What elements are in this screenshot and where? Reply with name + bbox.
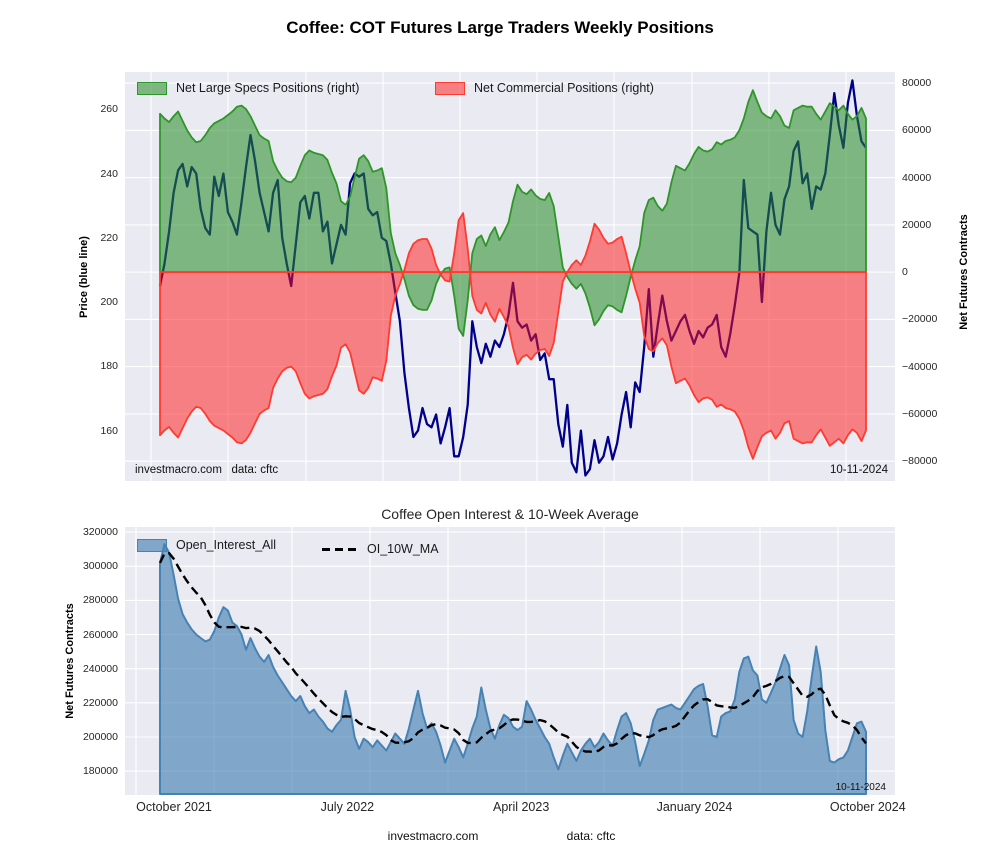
oi-ma-legend-dash <box>322 548 358 551</box>
commercials-legend-swatch <box>435 82 465 95</box>
footer-watermark: investmacro.com <box>388 829 479 843</box>
net-tick-label: −60000 <box>902 408 937 420</box>
price-tick-label: 160 <box>100 425 118 437</box>
oi-tick-label: 300000 <box>83 560 118 572</box>
top-chart <box>125 72 895 481</box>
net-tick-label: 40000 <box>902 172 931 184</box>
footer-source: data: cftc <box>567 829 616 843</box>
report-date-bottom: 10-11-2024 <box>836 782 886 793</box>
price-tick-label: 260 <box>100 103 118 115</box>
report-date-top: 10-11-2024 <box>830 464 888 476</box>
watermark-text: investmacro.com <box>135 464 222 476</box>
oi-tick-label: 320000 <box>83 526 118 538</box>
price-tick-label: 200 <box>100 296 118 308</box>
price-tick-label: 180 <box>100 360 118 372</box>
net-tick-label: 20000 <box>902 219 931 231</box>
bottom-chart-title: Coffee Open Interest & 10-Week Average <box>125 506 895 522</box>
net-tick-label: −20000 <box>902 313 937 325</box>
legend-item-open-interest: Open_Interest_All <box>137 538 276 552</box>
open-interest-legend-label: Open_Interest_All <box>176 538 276 552</box>
date-tick-label: July 2022 <box>321 800 375 814</box>
date-tick-label: October 2021 <box>136 800 212 814</box>
net-tick-label: −40000 <box>902 361 937 373</box>
chart-title: Coffee: COT Futures Large Traders Weekly… <box>0 18 1000 38</box>
net-tick-label: −80000 <box>902 455 937 467</box>
price-axis-label: Price (blue line) <box>78 236 90 318</box>
watermark-top: investmacro.com data: cftc <box>135 464 278 476</box>
oi-tick-label: 180000 <box>83 765 118 777</box>
legend-item-oi-ma: OI_10W_MA <box>322 542 439 556</box>
specs-legend-swatch <box>137 82 167 95</box>
oi-tick-label: 220000 <box>83 697 118 709</box>
net-contracts-axis-label-top: Net Futures Contracts <box>958 214 970 330</box>
bottom-chart <box>125 527 895 795</box>
net-tick-label: 0 <box>902 266 908 278</box>
net-tick-label: 60000 <box>902 124 931 136</box>
legend-item-specs: Net Large Specs Positions (right) <box>137 81 359 95</box>
oi-tick-label: 240000 <box>83 663 118 675</box>
oi-ma-legend-label: OI_10W_MA <box>367 542 439 556</box>
source-text: data: cftc <box>232 464 279 476</box>
date-tick-label: April 2023 <box>493 800 549 814</box>
commercials-legend-label: Net Commercial Positions (right) <box>474 81 654 95</box>
cot-report-figure: Coffee: COT Futures Large Traders Weekly… <box>0 0 1000 860</box>
net-tick-label: 80000 <box>902 77 931 89</box>
net-contracts-axis-label-bottom: Net Futures Contracts <box>64 603 76 719</box>
oi-tick-label: 260000 <box>83 629 118 641</box>
specs-legend-label: Net Large Specs Positions (right) <box>176 81 359 95</box>
date-tick-label: January 2024 <box>657 800 733 814</box>
open-interest-legend-swatch <box>137 539 167 552</box>
date-tick-label: October 2024 <box>830 800 906 814</box>
price-tick-label: 220 <box>100 232 118 244</box>
oi-tick-label: 280000 <box>83 594 118 606</box>
legend-item-commercials: Net Commercial Positions (right) <box>435 81 654 95</box>
oi-tick-label: 200000 <box>83 731 118 743</box>
price-tick-label: 240 <box>100 168 118 180</box>
